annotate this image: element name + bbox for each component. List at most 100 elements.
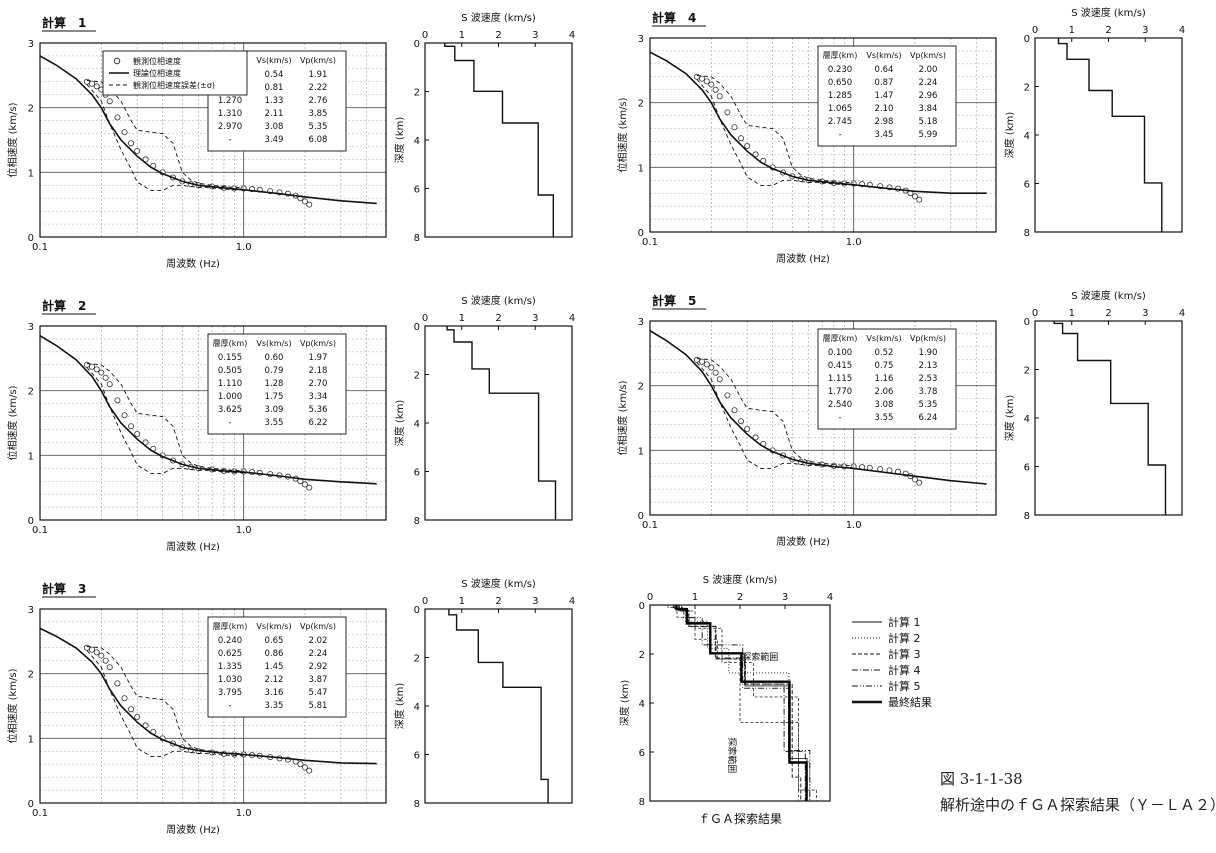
trial-profile-line bbox=[672, 605, 811, 801]
y-tick-label: 2 bbox=[1024, 83, 1030, 94]
y-tick-label: 2 bbox=[1024, 366, 1030, 377]
x-tick-label: 1.0 bbox=[236, 242, 252, 253]
x-axis-title: S 波速度 (km/s) bbox=[461, 294, 536, 307]
error-bound-line bbox=[696, 362, 854, 469]
observed-point bbox=[114, 114, 121, 121]
x-tick-label: 1 bbox=[1069, 308, 1075, 319]
table-cell: 3.795 bbox=[218, 688, 242, 698]
y-tick-label: 0 bbox=[414, 39, 420, 50]
legend-label: 計算 4 bbox=[888, 663, 921, 677]
y-axis-label: 位相速度 (km/s) bbox=[616, 380, 629, 455]
vs-profile-line bbox=[444, 43, 554, 237]
y-tick-label: 8 bbox=[414, 233, 420, 244]
plot-frame bbox=[649, 320, 997, 516]
observed-point bbox=[88, 646, 95, 653]
table-cell: 0.75 bbox=[875, 361, 894, 371]
table-cell: 5.99 bbox=[919, 130, 938, 140]
table-frame bbox=[817, 328, 957, 430]
theoretical-line bbox=[39, 55, 377, 205]
y-tick-label: 2 bbox=[414, 371, 420, 382]
table-cell: 2.13 bbox=[919, 361, 938, 371]
table-cell: 1.28 bbox=[265, 379, 284, 389]
annotation-search-range: 探索範囲 bbox=[726, 737, 738, 773]
table-cell: 2.745 bbox=[828, 117, 852, 127]
legend-label: 最終結果 bbox=[888, 695, 932, 709]
observed-point bbox=[703, 361, 710, 368]
observed-point bbox=[83, 78, 90, 85]
layer-table: 層厚(km) Vs(km/s) Vp(km/s) 0.230 0.64 2.00 0.650… bbox=[817, 45, 957, 147]
x-tick-label: 0.1 bbox=[32, 808, 48, 819]
observed-point bbox=[114, 680, 121, 687]
y-tick-label: 3 bbox=[28, 605, 34, 616]
table-cell: 2.06 bbox=[875, 387, 894, 397]
table-cell: 1.90 bbox=[919, 348, 938, 358]
x-tick-label: 4 bbox=[827, 592, 833, 603]
x-tick-label: 0 bbox=[647, 592, 653, 603]
x-tick-label: 0.1 bbox=[642, 237, 658, 248]
table-cell: 2.10 bbox=[875, 104, 894, 114]
trial-profile-line bbox=[676, 605, 811, 801]
x-tick-label: 2 bbox=[495, 30, 501, 41]
observed-point bbox=[83, 644, 90, 651]
layer-table: 層厚(km)Vs(km/s)Vp(km/s)0.1350.541.910.585… bbox=[207, 50, 347, 152]
table-cell: 0.100 bbox=[828, 348, 852, 358]
table-header: 層厚(km) bbox=[823, 51, 858, 60]
table-cell: 0.52 bbox=[875, 348, 894, 358]
table-cell: 0.505 bbox=[218, 366, 242, 376]
y-tick-label: 4 bbox=[414, 702, 420, 713]
table-frame bbox=[207, 333, 347, 435]
x-tick-label: 3 bbox=[532, 313, 538, 324]
x-axis-label: 周波数 (Hz) bbox=[166, 540, 220, 553]
plot-frame bbox=[424, 325, 573, 521]
table-cell: 5.47 bbox=[309, 688, 328, 698]
table-cell: 2.02 bbox=[309, 636, 328, 646]
table-cell: 2.96 bbox=[919, 91, 938, 101]
y-tick-label: 3 bbox=[28, 322, 34, 333]
table-header: Vs(km/s) bbox=[256, 56, 291, 65]
observed-point bbox=[911, 193, 918, 200]
observed-point bbox=[98, 652, 105, 659]
table-cell: 3.78 bbox=[919, 387, 938, 397]
table-cell: 3.08 bbox=[265, 122, 284, 132]
observed-point bbox=[128, 706, 135, 713]
observed-point bbox=[731, 124, 738, 131]
theoretical-line bbox=[649, 51, 987, 194]
table-cell: 2.92 bbox=[309, 662, 328, 672]
y-tick-label: 2 bbox=[28, 387, 34, 398]
plot-frame bbox=[39, 325, 387, 521]
observed-point bbox=[88, 80, 95, 87]
x-axis-label: 周波数 (Hz) bbox=[776, 535, 830, 548]
x-tick-label: 4 bbox=[569, 30, 575, 41]
x-tick-label: 1.0 bbox=[236, 525, 252, 536]
chart-title: ｆＧＡ探索結果 bbox=[698, 812, 782, 826]
table-cell: 3.85 bbox=[309, 109, 328, 119]
y-tick-label: 0 bbox=[28, 233, 34, 244]
table-header: Vp(km/s) bbox=[300, 622, 336, 631]
observed-point bbox=[731, 407, 738, 414]
final-result-line bbox=[675, 605, 808, 801]
y-tick-label: 0 bbox=[1024, 34, 1030, 45]
error-bound-line bbox=[86, 84, 244, 191]
observed-point bbox=[128, 423, 135, 430]
y-tick-label: 8 bbox=[1024, 511, 1030, 522]
legend-label: 計算 1 bbox=[888, 615, 921, 629]
vs-profile-line bbox=[1053, 321, 1167, 515]
x-tick-label: 1 bbox=[459, 30, 465, 41]
x-tick-label: 1.0 bbox=[846, 520, 862, 531]
chart-title: 計算 4 bbox=[652, 10, 696, 25]
observed-point bbox=[724, 109, 731, 116]
table-cell: 1.97 bbox=[309, 353, 328, 363]
vs-profile-line bbox=[446, 326, 557, 520]
x-tick-label: 0.1 bbox=[642, 520, 658, 531]
table-cell: 1.285 bbox=[828, 91, 852, 101]
layer-table: 層厚(km) Vs(km/s) Vp(km/s) 0.100 0.52 1.90 0.415… bbox=[817, 328, 957, 430]
y-tick-label: 6 bbox=[1024, 463, 1030, 474]
y-tick-label: 4 bbox=[1024, 414, 1030, 425]
table-cell: 1.065 bbox=[828, 104, 852, 114]
y-tick-label: 2 bbox=[638, 382, 644, 393]
y-tick-label: 6 bbox=[414, 185, 420, 196]
x-tick-label: 1 bbox=[459, 596, 465, 607]
table-cell: 5.35 bbox=[919, 400, 938, 410]
observed-point bbox=[106, 98, 113, 105]
